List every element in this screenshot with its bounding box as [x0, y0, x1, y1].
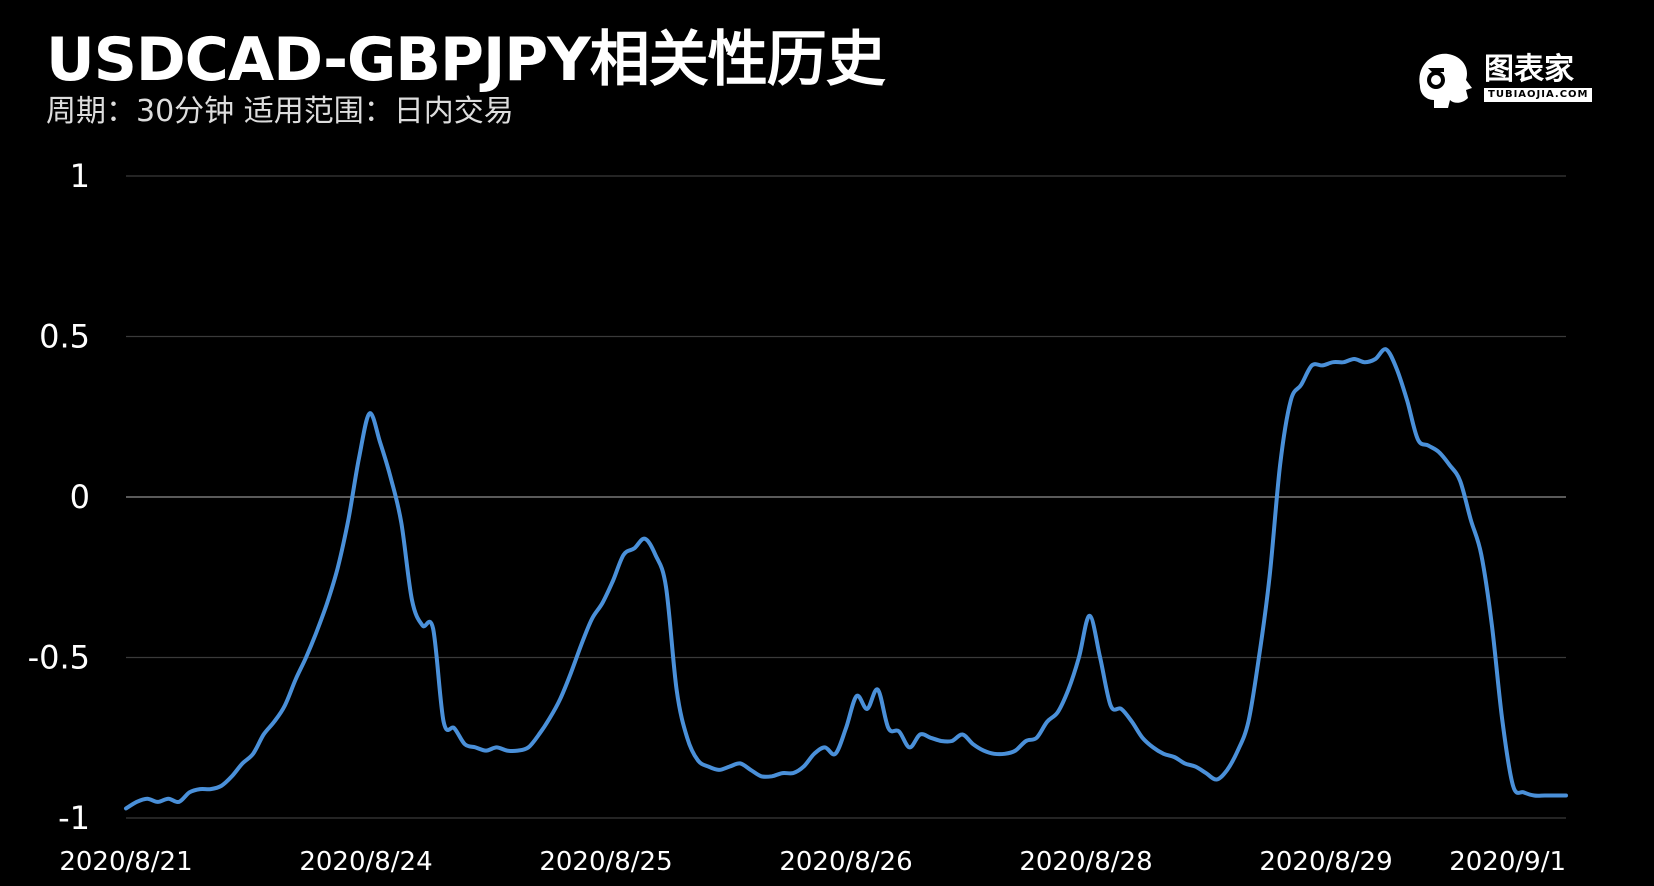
x-tick-label: 2020/9/1 [1449, 847, 1566, 877]
y-tick-label: -1 [58, 799, 90, 837]
x-tick-label: 2020/8/25 [539, 847, 672, 877]
chart-subtitle: 周期：30分钟 适用范围：日内交易 [46, 94, 514, 129]
y-tick-label: 1 [70, 157, 90, 195]
logo-name: 图表家 [1484, 52, 1574, 87]
chart-title: USDCAD-GBPJPY相关性历史 [46, 25, 886, 95]
x-axis-ticks: 2020/8/21 2020/8/24 2020/8/25 2020/8/26 2020… [59, 847, 1566, 877]
brand-logo: 图表家 TUBIAOJIA.COM [1412, 50, 1593, 110]
series-layer [124, 347, 1568, 811]
grid-lines [126, 175, 1566, 819]
x-tick-label: 2020/8/28 [1019, 847, 1152, 877]
x-tick-label: 2020/8/24 [299, 847, 432, 877]
y-tick-label: -0.5 [28, 639, 90, 677]
x-tick-label: 2020/8/21 [59, 847, 192, 877]
y-tick-label: 0.5 [39, 318, 90, 356]
series-line [124, 347, 1568, 811]
x-tick-label: 2020/8/29 [1259, 847, 1392, 877]
y-tick-label: 0 [70, 478, 90, 516]
x-tick-label: 2020/8/26 [779, 847, 912, 877]
y-axis-ticks: 1 0.5 0 -0.5 -1 [28, 157, 90, 837]
robot-head-icon [1419, 53, 1472, 108]
logo-domain: TUBIAOJIA.COM [1484, 88, 1593, 102]
